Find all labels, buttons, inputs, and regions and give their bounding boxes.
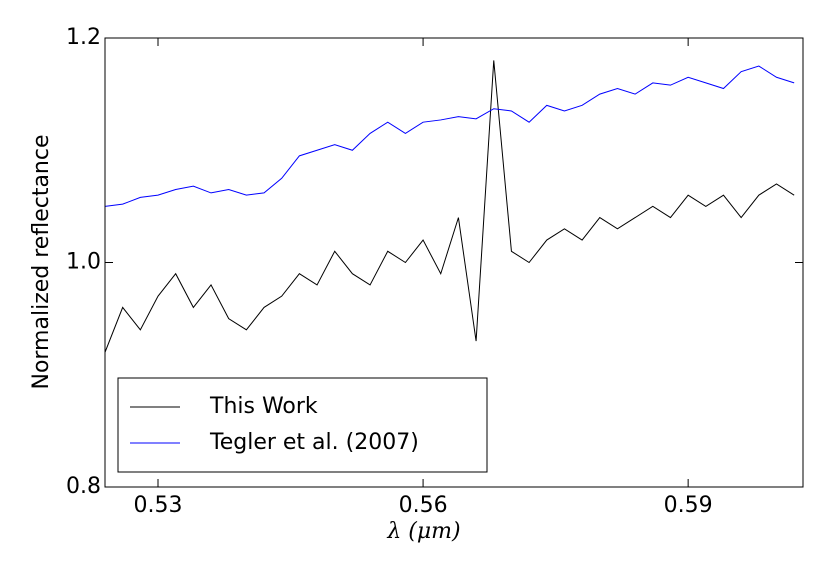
x-tick-label: 0.53 <box>134 493 183 518</box>
y-tick-label: 1.2 <box>66 25 101 50</box>
legend-label: This Work <box>209 394 318 419</box>
data-line <box>105 65 795 207</box>
legend-box <box>117 377 488 473</box>
x-tick-label: 0.59 <box>664 493 713 518</box>
y-axis-label: Normalized reflectance <box>29 134 54 389</box>
legend-label: Tegler et al. (2007) <box>209 430 419 455</box>
x-tick-label: 0.56 <box>399 493 448 518</box>
y-tick-label: 0.8 <box>66 474 101 499</box>
x-axis-label: λ (μm) <box>386 519 460 544</box>
y-tick-label: 1.0 <box>66 250 101 275</box>
data-line <box>105 60 795 353</box>
